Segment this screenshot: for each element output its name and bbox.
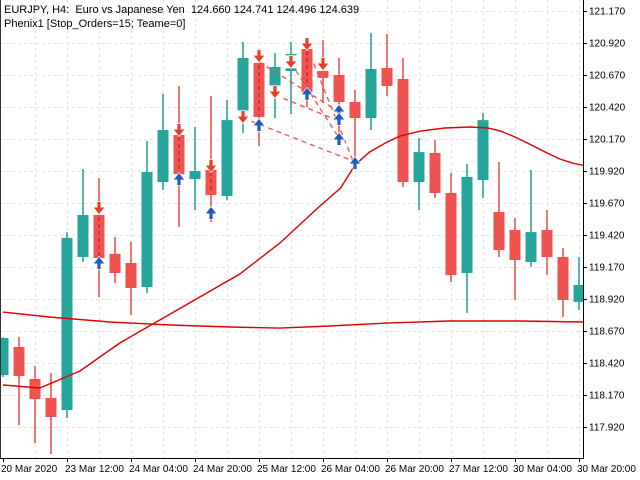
x-axis-label: 30 Mar 04:00 <box>513 464 572 475</box>
x-axis-label: 26 Mar 04:00 <box>321 464 380 475</box>
y-axis-label: 118.920 <box>589 295 625 306</box>
y-axis-label: 119.170 <box>589 263 625 274</box>
ma-slow-line <box>2 311 583 329</box>
buy-arrow-icon <box>332 111 346 126</box>
candle <box>109 237 121 283</box>
buy-arrow-icon <box>92 255 106 270</box>
candle <box>13 337 25 426</box>
candle <box>397 58 409 187</box>
y-axis-label: 118.170 <box>589 391 625 402</box>
buy-arrow-icon <box>204 205 218 220</box>
candle <box>61 232 73 418</box>
candle <box>205 96 217 223</box>
buy-arrows <box>92 86 362 270</box>
buy-arrow-icon <box>348 155 362 170</box>
candle <box>157 93 169 190</box>
y-axis-label: 121.170 <box>589 7 626 18</box>
x-axis-label: 23 Mar 12:00 <box>65 464 124 475</box>
candle <box>445 173 457 282</box>
buy-arrow-icon <box>332 131 346 146</box>
x-axis-label: 20 Mar 2020 <box>1 464 58 475</box>
y-axis-label: 117.920 <box>589 423 625 434</box>
x-axis-label: 27 Mar 12:00 <box>449 464 508 475</box>
y-axis-label: 119.670 <box>589 199 625 210</box>
candle <box>461 164 473 313</box>
indicator-label: Phenix1 [Stop_Orders=15; Teame=0] <box>4 18 186 30</box>
candle <box>77 169 89 262</box>
x-axis-label: 24 Mar 04:00 <box>129 464 188 475</box>
y-axis-label: 120.920 <box>589 39 626 50</box>
candles-group <box>0 33 583 454</box>
ma-fast-line <box>2 126 583 389</box>
y-axis-label: 119.920 <box>589 167 625 178</box>
candle <box>413 138 425 210</box>
candle <box>45 373 57 454</box>
x-axis-label: 24 Mar 20:00 <box>193 464 252 475</box>
x-axis-label: 25 Mar 12:00 <box>257 464 316 475</box>
trade-line <box>306 46 354 162</box>
candle <box>365 33 377 130</box>
x-axis[interactable]: 20 Mar 2020 23 Mar 12:00 24 Mar 04:00 24 Ma… <box>0 458 636 475</box>
y-axis-label: 120.420 <box>589 103 626 114</box>
y-axis[interactable]: 121.170 120.920 120.670 120.420 120.170 119.9… <box>0 0 626 459</box>
sell-arrow-icon <box>316 57 330 72</box>
y-axis-label: 118.670 <box>589 327 625 338</box>
buy-arrow-icon <box>172 171 186 186</box>
chart-title: EURJPY, H4: Euro vs Japanese Yen 124.660… <box>4 4 360 16</box>
candle <box>221 100 233 201</box>
x-axis-label: 26 Mar 20:00 <box>385 464 444 475</box>
candle <box>573 257 583 310</box>
sell-arrows <box>92 37 330 216</box>
y-axis-label: 120.170 <box>589 135 626 146</box>
candle <box>477 113 489 198</box>
sell-arrow-icon <box>172 123 186 138</box>
sell-arrow-icon <box>204 159 218 174</box>
buy-arrow-icon <box>300 86 314 101</box>
candle <box>0 337 9 378</box>
sell-arrow-icon <box>268 85 282 100</box>
sell-arrow-icon <box>236 110 250 125</box>
candle <box>317 40 329 103</box>
sell-arrow-icon <box>252 49 266 64</box>
sell-arrow-icon <box>284 55 298 70</box>
y-axis-label: 119.420 <box>589 231 625 242</box>
candle <box>141 141 153 293</box>
candle <box>557 248 569 317</box>
y-axis-label: 120.670 <box>589 71 626 82</box>
candle <box>29 365 41 443</box>
candle <box>349 90 361 160</box>
candle <box>381 34 393 96</box>
trade-line <box>290 62 340 139</box>
trade-line <box>258 61 337 111</box>
candle <box>525 170 537 267</box>
candle <box>93 178 105 297</box>
trade-line <box>274 94 338 121</box>
candle <box>493 162 505 257</box>
buy-arrow-icon <box>252 117 266 132</box>
candle <box>429 140 441 198</box>
x-axis-label: 30 Mar 20:00 <box>577 464 636 475</box>
sell-arrow-icon <box>92 201 106 216</box>
candle <box>189 127 201 210</box>
sell-arrow-icon <box>300 37 314 52</box>
candle <box>173 86 185 227</box>
candle <box>125 242 137 315</box>
y-axis-label: 118.420 <box>589 359 625 370</box>
candle <box>509 218 521 300</box>
candle <box>541 210 553 276</box>
